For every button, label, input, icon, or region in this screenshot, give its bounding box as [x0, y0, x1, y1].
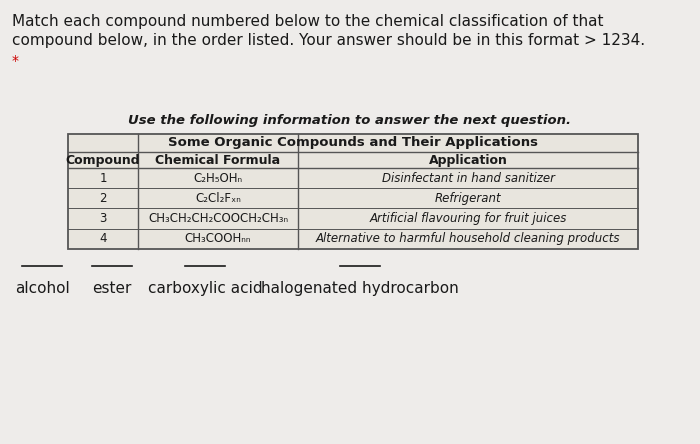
Text: Disinfectant in hand sanitizer: Disinfectant in hand sanitizer [382, 172, 554, 185]
Text: CH₃CH₂CH₂COOCH₂CH₃ₙ: CH₃CH₂CH₂COOCH₂CH₃ₙ [148, 212, 288, 225]
Text: C₂Cl₂Fₓₙ: C₂Cl₂Fₓₙ [195, 192, 241, 205]
Text: Some Organic Compounds and Their Applications: Some Organic Compounds and Their Applica… [168, 136, 538, 149]
Text: C₂H₅OHₙ: C₂H₅OHₙ [193, 172, 243, 185]
Text: compound below, in the order listed. Your answer should be in this format > 1234: compound below, in the order listed. You… [12, 33, 645, 48]
Text: CH₃COOHₙₙ: CH₃COOHₙₙ [185, 232, 251, 246]
Text: ester: ester [92, 281, 132, 296]
Bar [68, 134, 638, 249]
Text: 1: 1 [99, 172, 106, 185]
Text: Match each compound numbered below to the chemical classification of that: Match each compound numbered below to th… [12, 14, 603, 29]
Text: Chemical Formula: Chemical Formula [155, 154, 281, 167]
Text: halogenated hydrocarbon: halogenated hydrocarbon [261, 281, 459, 296]
Bar [68, 134, 638, 249]
Text: Alternative to harmful household cleaning products: Alternative to harmful household cleanin… [316, 232, 620, 246]
Text: Application: Application [428, 154, 508, 167]
Text: *: * [12, 54, 19, 68]
Text: Artificial flavouring for fruit juices: Artificial flavouring for fruit juices [370, 212, 567, 225]
Text: carboxylic acid: carboxylic acid [148, 281, 262, 296]
Text: 3: 3 [99, 212, 106, 225]
Text: alcohol: alcohol [15, 281, 69, 296]
Text: Compound: Compound [66, 154, 140, 167]
Text: Refrigerant: Refrigerant [435, 192, 501, 205]
Text: 4: 4 [99, 232, 106, 246]
Text: 2: 2 [99, 192, 106, 205]
Text: Use the following information to answer the next question.: Use the following information to answer … [129, 114, 571, 127]
